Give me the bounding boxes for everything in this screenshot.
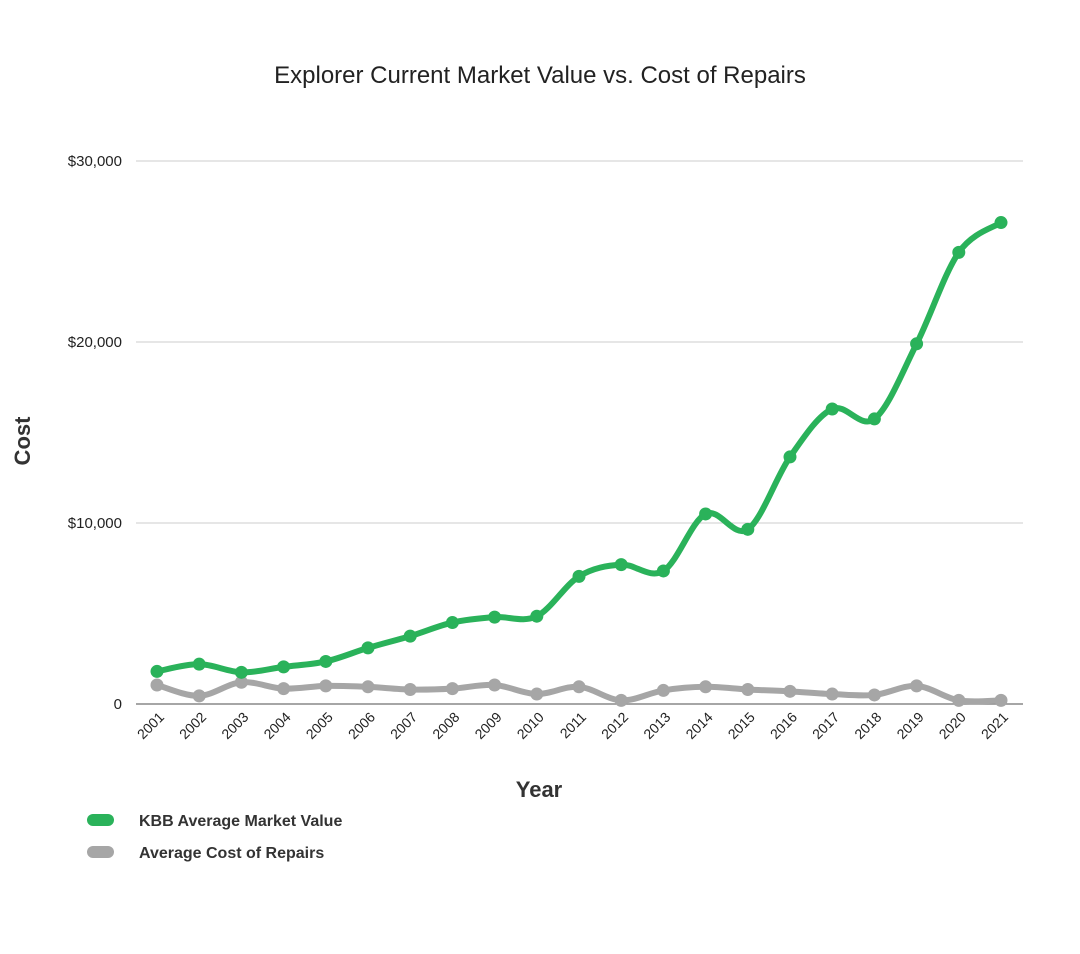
x-tick-label: 2019 xyxy=(893,709,926,742)
data-point-kbb-average-market-value xyxy=(699,507,713,521)
data-point-kbb-average-market-value xyxy=(488,610,502,624)
data-point-kbb-average-market-value xyxy=(614,558,628,572)
x-tick-label: 2012 xyxy=(598,709,631,742)
y-tick-label: $20,000 xyxy=(68,334,122,351)
data-point-kbb-average-market-value xyxy=(277,660,291,674)
x-tick-label: 2016 xyxy=(767,709,800,742)
data-point-average-cost-of-repairs xyxy=(530,687,544,701)
data-point-average-cost-of-repairs xyxy=(361,680,375,694)
x-tick-label: 2018 xyxy=(851,709,884,742)
x-tick-label: 2002 xyxy=(176,709,209,742)
y-tick-labels: 0 $10,000 $20,000 $30,000 xyxy=(68,153,122,713)
x-tick-labels: 2001 2002 2003 2004 2005 2006 2007 2008 2009 2010… xyxy=(134,709,1011,742)
x-tick-label: 2007 xyxy=(387,709,420,742)
legend-label: Average Cost of Repairs xyxy=(139,845,324,862)
data-point-kbb-average-market-value xyxy=(741,522,755,536)
data-point-average-cost-of-repairs xyxy=(488,678,502,692)
x-tick-label: 2017 xyxy=(809,709,842,742)
x-tick-label: 2005 xyxy=(303,709,336,742)
data-point-kbb-average-market-value xyxy=(952,245,966,259)
data-point-kbb-average-market-value xyxy=(234,665,248,679)
data-point-kbb-average-market-value xyxy=(994,216,1008,230)
data-point-average-cost-of-repairs xyxy=(952,693,966,707)
data-point-average-cost-of-repairs xyxy=(867,688,881,702)
x-tick-label: 2011 xyxy=(557,709,590,742)
data-point-average-cost-of-repairs xyxy=(150,678,164,692)
x-tick-label: 2003 xyxy=(218,709,251,742)
data-point-kbb-average-market-value xyxy=(530,609,544,623)
x-tick-label: 2013 xyxy=(640,709,673,742)
x-tick-label: 2008 xyxy=(429,709,462,742)
data-point-average-cost-of-repairs xyxy=(994,693,1008,707)
data-point-average-cost-of-repairs xyxy=(319,679,333,693)
data-point-kbb-average-market-value xyxy=(192,657,206,671)
legend-label: KBB Average Market Value xyxy=(139,813,342,830)
data-point-average-cost-of-repairs xyxy=(614,693,628,707)
data-point-average-cost-of-repairs xyxy=(910,679,924,693)
data-point-average-cost-of-repairs xyxy=(234,675,248,689)
data-point-kbb-average-market-value xyxy=(867,412,881,426)
x-tick-label: 2021 xyxy=(978,709,1011,742)
x-tick-label: 2020 xyxy=(936,709,969,742)
grid-lines xyxy=(136,160,1023,705)
data-point-kbb-average-market-value xyxy=(783,450,797,464)
y-tick-label: $30,000 xyxy=(68,153,122,170)
data-point-average-cost-of-repairs xyxy=(445,682,459,696)
legend: KBB Average Market Value Average Cost of … xyxy=(87,813,342,862)
data-point-average-cost-of-repairs xyxy=(783,684,797,698)
x-tick-label: 2010 xyxy=(514,709,547,742)
x-tick-label: 2009 xyxy=(471,709,504,742)
x-tick-label: 2004 xyxy=(260,709,293,742)
data-point-average-cost-of-repairs xyxy=(403,683,417,697)
data-point-average-cost-of-repairs xyxy=(741,683,755,697)
chart-title: Explorer Current Market Value vs. Cost o… xyxy=(274,62,806,89)
data-point-kbb-average-market-value xyxy=(403,629,417,643)
x-tick-label: 2006 xyxy=(345,709,378,742)
data-point-kbb-average-market-value xyxy=(361,641,375,655)
data-point-kbb-average-market-value xyxy=(825,402,839,416)
data-point-kbb-average-market-value xyxy=(910,337,924,351)
data-point-average-cost-of-repairs xyxy=(656,683,670,697)
data-point-kbb-average-market-value xyxy=(319,654,333,668)
data-point-average-cost-of-repairs xyxy=(699,680,713,694)
data-point-kbb-average-market-value xyxy=(150,664,164,678)
data-point-kbb-average-market-value xyxy=(656,564,670,578)
y-axis-title: Cost xyxy=(10,416,35,466)
x-tick-label: 2014 xyxy=(682,709,715,742)
x-tick-label: 2001 xyxy=(134,709,167,742)
y-tick-label: 0 xyxy=(114,696,122,713)
data-point-average-cost-of-repairs xyxy=(572,680,586,694)
data-point-average-cost-of-repairs xyxy=(825,687,839,701)
data-point-kbb-average-market-value xyxy=(445,616,459,630)
series-line-kbb-average-market-value xyxy=(154,219,1004,676)
y-tick-label: $10,000 xyxy=(68,515,122,532)
data-point-kbb-average-market-value xyxy=(572,569,586,583)
series-lines xyxy=(150,216,1008,707)
x-axis-title: Year xyxy=(516,777,563,802)
data-point-average-cost-of-repairs xyxy=(277,682,291,696)
data-point-average-cost-of-repairs xyxy=(192,689,206,703)
x-tick-label: 2015 xyxy=(725,709,758,742)
